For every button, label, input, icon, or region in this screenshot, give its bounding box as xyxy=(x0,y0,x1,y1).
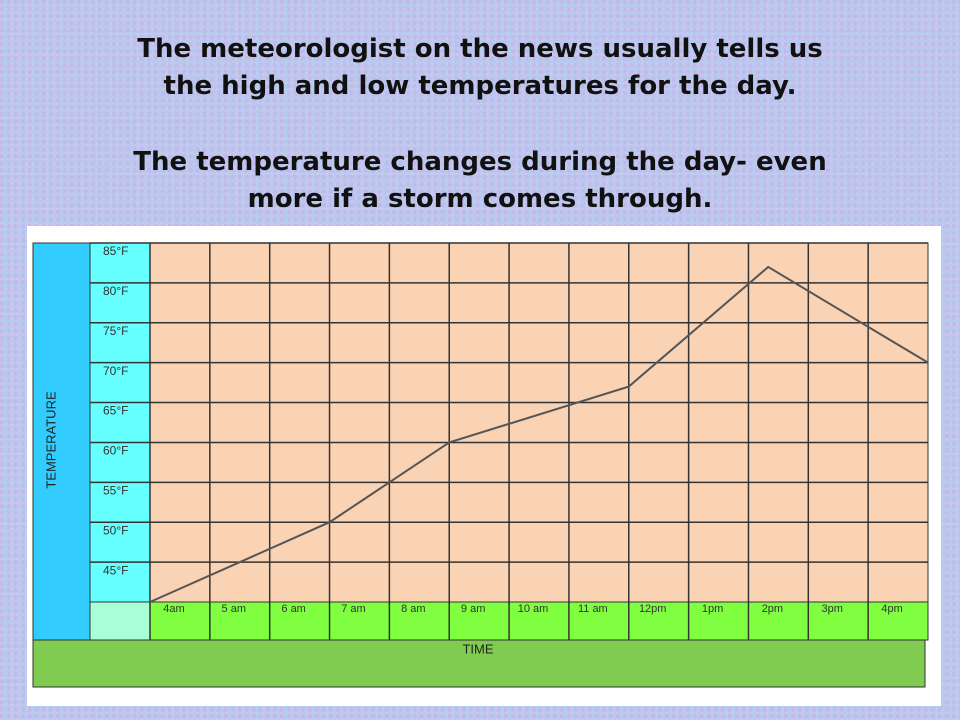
plot-area xyxy=(149,242,929,603)
y-tick-label: 55°F xyxy=(103,484,128,498)
x-label-band xyxy=(149,601,929,641)
slide-text: The temperature changes during the day- … xyxy=(133,147,827,177)
x-tick-label: 9 am xyxy=(461,603,485,615)
x-tick-label: 11 am xyxy=(578,603,608,615)
y-label-band xyxy=(89,242,151,603)
corner-cell xyxy=(89,601,151,641)
y-tick-label: 85°F xyxy=(103,244,128,258)
x-tick-label: 5 am xyxy=(222,603,246,615)
x-tick-label: 6 am xyxy=(281,603,305,615)
y-tick-label: 80°F xyxy=(103,284,128,298)
y-tick-label: 70°F xyxy=(103,364,128,378)
slide-text: The meteorologist on the news usually te… xyxy=(137,34,823,64)
y-tick-label: 50°F xyxy=(103,523,128,537)
slide-text: more if a storm comes through. xyxy=(247,184,713,214)
x-tick-label: 4pm xyxy=(881,603,902,615)
x-tick-label: 2pm xyxy=(762,603,783,615)
y-tick-label: 60°F xyxy=(103,444,128,458)
x-tick-label: 3pm xyxy=(822,603,843,615)
x-tick-label: 4am xyxy=(163,603,184,615)
y-axis-band xyxy=(32,242,91,641)
x-tick-label: 1pm xyxy=(702,603,723,615)
x-tick-label: 10 am xyxy=(518,603,549,615)
y-axis-label: TEMPERATURE xyxy=(43,391,58,489)
x-axis-band xyxy=(32,639,926,688)
y-tick-label: 75°F xyxy=(103,324,128,338)
y-tick-label: 45°F xyxy=(103,563,128,577)
x-axis-label: TIME xyxy=(462,641,493,656)
y-tick-label: 65°F xyxy=(103,404,128,418)
x-tick-label: 8 am xyxy=(401,603,425,615)
x-tick-label: 7 am xyxy=(341,603,365,615)
x-tick-label: 12pm xyxy=(639,603,667,615)
data-line xyxy=(149,265,929,603)
slide-text: the high and low temperatures for the da… xyxy=(163,71,797,101)
